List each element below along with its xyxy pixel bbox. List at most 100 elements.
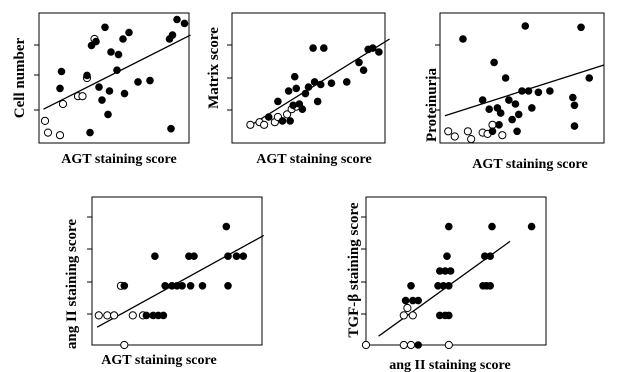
filled-point <box>298 105 307 113</box>
filled-point <box>313 97 322 106</box>
plot-area-ang-ii <box>91 196 263 346</box>
filled-point <box>414 296 423 305</box>
filled-point <box>327 79 336 87</box>
panel-cell-number: Cell number AGT staining score <box>12 12 190 167</box>
filled-point <box>95 83 103 91</box>
filled-point <box>119 35 127 43</box>
filled-point <box>495 121 503 129</box>
filled-point <box>161 282 169 290</box>
filled-point <box>92 37 100 46</box>
filled-point <box>401 296 410 305</box>
filled-point <box>445 311 453 320</box>
filled-point <box>490 58 498 67</box>
ylabel-tgf-beta: TGF-β staining score <box>346 202 362 337</box>
filled-point <box>264 113 273 121</box>
filled-point <box>514 110 523 119</box>
filled-point <box>409 296 417 305</box>
filled-point <box>173 15 181 24</box>
filled-point <box>570 122 579 130</box>
fit-line-p4 <box>96 234 265 328</box>
open-point <box>399 340 408 350</box>
filled-point <box>527 222 536 231</box>
open-point <box>444 340 453 350</box>
open-point <box>408 311 417 320</box>
filled-point <box>232 252 241 260</box>
filled-point <box>459 35 467 43</box>
ylabel-matrix-score: Matrix score <box>206 27 222 109</box>
open-point <box>103 311 112 320</box>
filled-point <box>159 311 168 320</box>
filled-point <box>113 66 121 74</box>
filled-point <box>146 76 154 85</box>
filled-point <box>120 282 129 290</box>
filled-point <box>505 96 513 104</box>
filled-point <box>511 100 520 108</box>
filled-point <box>434 282 442 290</box>
ylabel-cell-number: Cell number <box>12 37 28 118</box>
open-point <box>399 311 408 320</box>
filled-point <box>114 50 123 59</box>
panel-ang-ii: ang II staining score AGT staining score <box>64 196 263 368</box>
filled-point <box>546 87 554 95</box>
filled-point <box>320 44 328 52</box>
filled-point <box>496 109 505 117</box>
filled-point <box>239 252 248 260</box>
filled-point <box>501 74 510 82</box>
filled-point <box>125 28 133 37</box>
open-point <box>444 127 453 136</box>
filled-point <box>585 74 594 82</box>
filled-point <box>105 87 114 95</box>
filled-point <box>198 282 207 290</box>
open-point <box>58 99 68 109</box>
open-point <box>110 311 119 320</box>
filled-point <box>151 252 159 260</box>
open-point <box>450 132 459 141</box>
xlabel-tgf-beta: ang II staining score <box>389 358 510 372</box>
filled-point <box>359 66 368 74</box>
filled-point <box>134 78 142 86</box>
filled-point <box>57 67 66 76</box>
filled-point <box>224 252 232 260</box>
filled-point <box>375 48 383 56</box>
open-point <box>43 128 53 137</box>
filled-point <box>286 117 294 125</box>
filled-point <box>486 282 495 290</box>
filled-point <box>292 84 301 93</box>
filled-point <box>518 87 526 95</box>
panel-proteinuria: Proteinuria AGT staining score <box>424 12 605 172</box>
open-point <box>246 120 255 129</box>
open-point <box>260 120 269 129</box>
filled-point <box>368 44 377 52</box>
filled-point <box>441 267 450 275</box>
open-point <box>463 127 472 136</box>
filled-point <box>224 282 232 290</box>
filled-point <box>414 341 423 349</box>
filled-point <box>222 222 231 231</box>
filled-point <box>508 115 516 124</box>
open-point <box>498 131 507 140</box>
filled-point <box>120 89 129 98</box>
filled-point <box>104 110 112 119</box>
xlabel-proteinuria: AGT staining score <box>472 157 587 172</box>
filled-point <box>513 127 521 136</box>
open-point <box>128 311 137 320</box>
filled-point <box>436 311 444 320</box>
open-point <box>467 135 476 144</box>
filled-point <box>534 88 543 97</box>
plot-area-cell-number <box>38 12 190 144</box>
filled-point <box>309 44 317 52</box>
filled-point <box>290 72 299 81</box>
filled-point <box>83 71 91 80</box>
filled-point <box>481 252 489 260</box>
filled-point <box>56 84 64 93</box>
filled-point <box>355 58 363 67</box>
filled-point <box>284 87 293 95</box>
open-point <box>78 92 87 101</box>
filled-point <box>569 93 577 102</box>
filled-point <box>316 80 325 89</box>
filled-point <box>167 124 175 133</box>
filled-point <box>528 104 536 112</box>
filled-point <box>446 267 455 275</box>
open-point <box>406 340 416 350</box>
